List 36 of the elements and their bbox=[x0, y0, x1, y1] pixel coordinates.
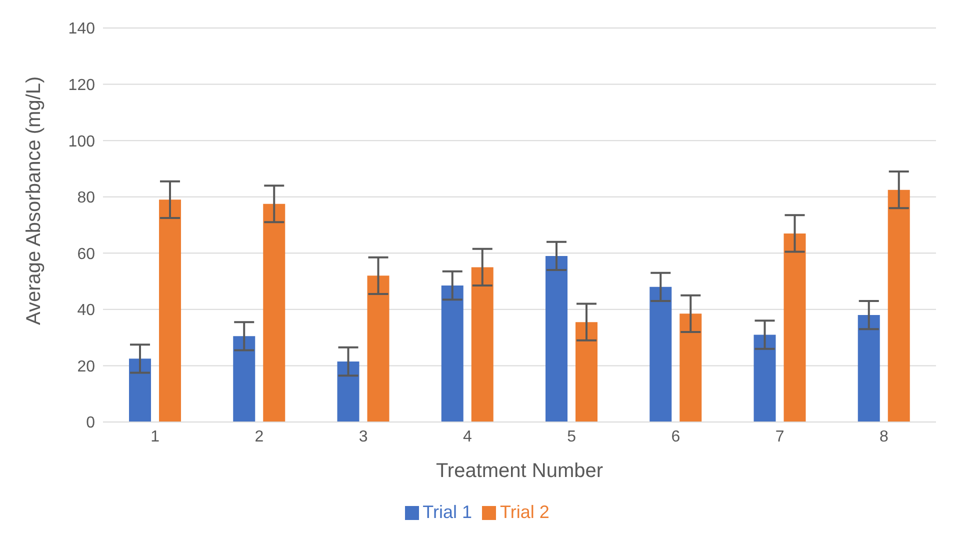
x-tick-label: 1 bbox=[150, 428, 160, 446]
bar bbox=[576, 322, 598, 422]
y-tick-label: 100 bbox=[68, 133, 96, 150]
bar bbox=[858, 315, 880, 422]
bar bbox=[337, 361, 360, 422]
y-tick-label: 20 bbox=[77, 358, 96, 376]
x-tick-label: 2 bbox=[254, 428, 264, 446]
x-tick-label: 4 bbox=[462, 428, 472, 446]
bar bbox=[754, 334, 776, 422]
x-tick-label: 6 bbox=[671, 428, 680, 446]
x-tick-label: 3 bbox=[358, 428, 368, 446]
y-tick-label: 80 bbox=[77, 190, 96, 207]
bar bbox=[650, 286, 672, 422]
bar bbox=[784, 233, 806, 422]
bar bbox=[263, 204, 286, 422]
bar bbox=[159, 200, 181, 422]
bar bbox=[441, 286, 464, 422]
y-tick-label: 140 bbox=[68, 20, 96, 38]
x-tick-label: 7 bbox=[775, 428, 784, 446]
bar bbox=[233, 336, 256, 422]
bar bbox=[546, 256, 568, 422]
x-tick-label: 5 bbox=[567, 428, 576, 446]
bar bbox=[367, 276, 390, 422]
bar bbox=[680, 314, 702, 422]
y-tick-label: 0 bbox=[86, 414, 96, 432]
x-axis-title: Treatment Number bbox=[436, 460, 604, 482]
x-tick-label: 8 bbox=[879, 428, 888, 446]
bar bbox=[129, 358, 151, 422]
legend-label: Trial 1 bbox=[422, 502, 472, 522]
y-tick-label: 60 bbox=[77, 246, 96, 263]
bar bbox=[471, 267, 494, 422]
legend-label: Trial 2 bbox=[500, 502, 550, 522]
bar bbox=[888, 190, 910, 422]
y-tick-label: 40 bbox=[77, 302, 96, 320]
y-tick-label: 120 bbox=[68, 76, 96, 94]
y-axis-title: Average Absorbance (mg/L) bbox=[23, 76, 46, 325]
